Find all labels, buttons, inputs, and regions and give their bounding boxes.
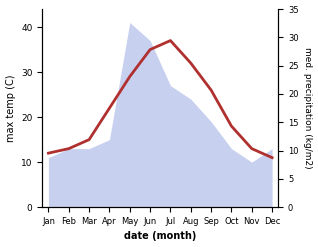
- Y-axis label: max temp (C): max temp (C): [5, 74, 16, 142]
- Y-axis label: med. precipitation (kg/m2): med. precipitation (kg/m2): [303, 47, 313, 169]
- X-axis label: date (month): date (month): [124, 231, 197, 242]
